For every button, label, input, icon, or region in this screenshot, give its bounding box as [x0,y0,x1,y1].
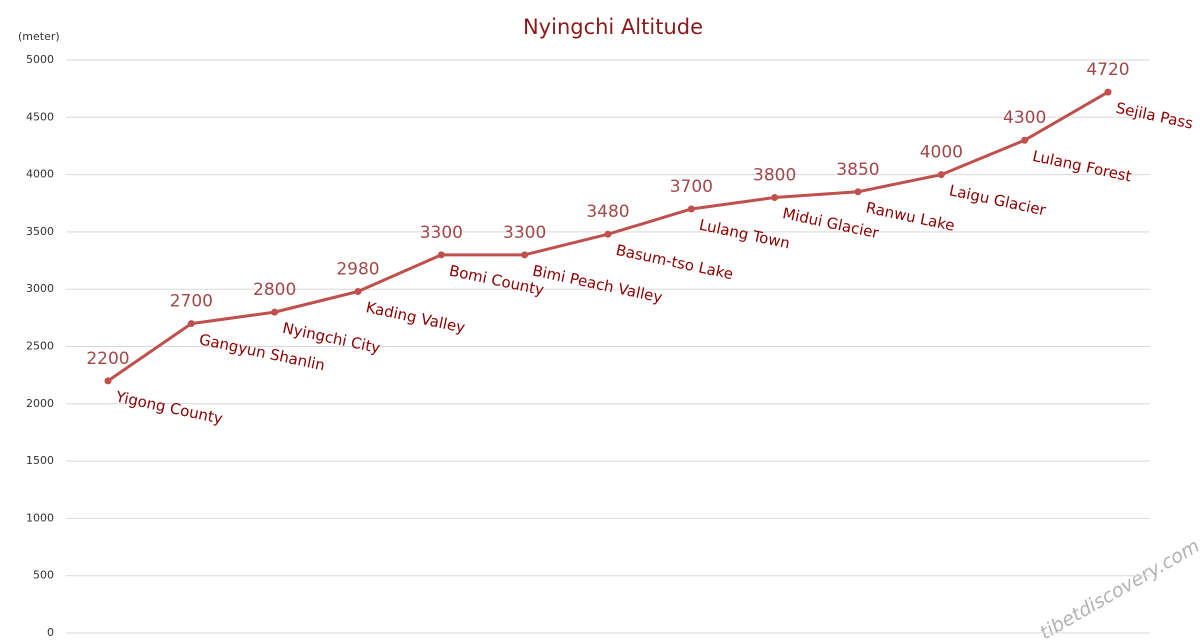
point [687,205,695,213]
x-tick-label: Bomi County [448,262,546,300]
y-tick-label: 2500 [26,340,54,353]
y-tick-label: 1000 [26,511,54,524]
watermark: tibetdiscovery.com [1036,535,1200,640]
x-tick-label: Lulang Forest [1031,147,1133,186]
x-tick-label: Bimi Peach Valley [531,262,664,307]
data-label: 4720 [1086,60,1129,80]
point [354,287,362,295]
data-label: 3300 [420,223,463,243]
point [437,251,445,259]
data-label: 2700 [170,292,213,312]
data-label: 3850 [836,160,879,180]
point [187,320,195,328]
point [104,377,112,385]
data-label: 3800 [753,166,796,186]
x-tick-label: Lulang Town [698,216,792,253]
data-label: 3700 [670,177,713,197]
data-label: 3480 [586,202,629,222]
y-tick-label: 3000 [26,282,54,295]
chart-title: Nyingchi Altitude [523,15,703,39]
point [854,188,862,196]
data-label: 4000 [920,143,963,163]
x-tick-label: Basum-tso Lake [614,241,735,283]
data-label: 2980 [336,259,379,279]
x-tick-label: Yigong County [113,387,224,427]
point [1021,136,1029,144]
x-tick-label: Laigu Glacier [948,181,1049,219]
y-tick-label: 5000 [26,53,54,66]
y-axis-label: (meter) [18,30,60,43]
point [771,194,779,202]
y-tick-label: 4000 [26,168,54,181]
x-tick-label: Kading Valley [364,298,467,337]
point [521,251,529,259]
y-tick-label: 4500 [26,110,54,123]
y-tick-label: 500 [33,569,54,582]
x-tick-label: Sejila Pass [1114,99,1195,133]
data-label: 2800 [253,280,296,300]
data-label: 4300 [1003,108,1046,128]
data-label: 2200 [86,349,129,369]
point [937,171,945,179]
y-tick-label: 3500 [26,225,54,238]
y-tick-label: 0 [47,626,54,639]
data-label: 3300 [503,223,546,243]
point [271,308,279,316]
y-tick-label: 1500 [26,454,54,467]
point [1104,88,1112,96]
y-tick-label: 2000 [26,397,54,410]
point [604,230,612,238]
